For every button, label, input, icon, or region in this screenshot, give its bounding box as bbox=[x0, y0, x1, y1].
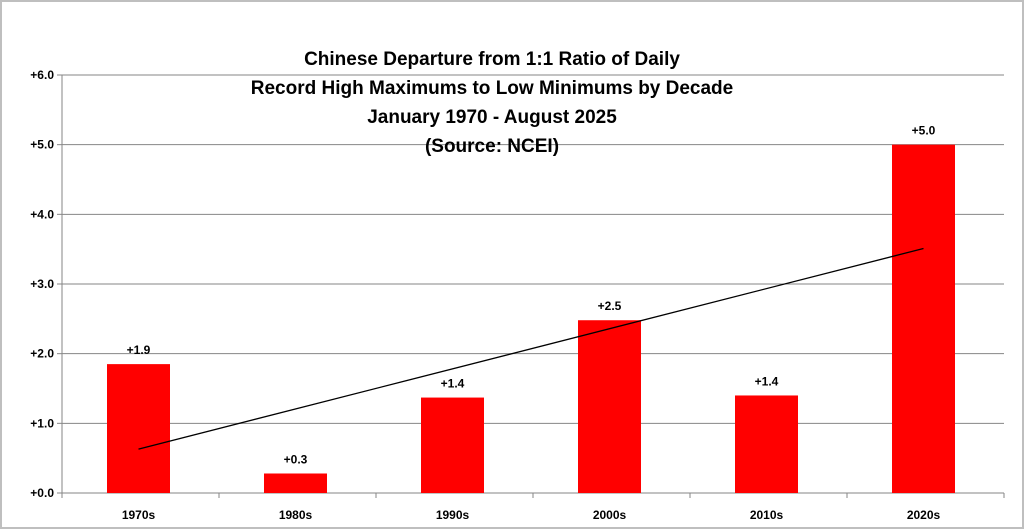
gridlines bbox=[62, 74, 1004, 424]
data-label: +5.0 bbox=[912, 124, 936, 138]
axes bbox=[57, 74, 1005, 498]
data-label: +1.4 bbox=[755, 374, 779, 388]
y-tick-label: +6.0 bbox=[30, 68, 54, 82]
x-tick-label: 1980s bbox=[279, 508, 313, 522]
bar-2010s bbox=[735, 395, 798, 493]
data-label: +1.9 bbox=[127, 343, 151, 357]
chart-title: Chinese Departure from 1:1 Ratio of Dail… bbox=[251, 49, 733, 157]
bars bbox=[107, 144, 955, 493]
bar-2000s bbox=[578, 320, 641, 493]
x-tick-label: 2020s bbox=[907, 508, 941, 522]
chart-title-line: Chinese Departure from 1:1 Ratio of Dail… bbox=[304, 49, 680, 70]
x-tick-label: 1990s bbox=[436, 508, 470, 522]
data-label: +0.3 bbox=[284, 452, 308, 466]
chart-title-line: January 1970 - August 2025 bbox=[367, 107, 617, 128]
chart-title-line: (Source: NCEI) bbox=[425, 136, 559, 157]
y-tick-label: +1.0 bbox=[30, 416, 54, 430]
y-tick-label: +3.0 bbox=[30, 277, 54, 291]
y-tick-label: +0.0 bbox=[30, 486, 54, 500]
data-label: +2.5 bbox=[598, 299, 622, 313]
bar-2020s bbox=[892, 144, 955, 493]
y-tick-label: +2.0 bbox=[30, 347, 54, 361]
chart-title-line: Record High Maximums to Low Minimums by … bbox=[251, 78, 733, 99]
trendline-group bbox=[138, 247, 924, 450]
data-labels: +1.9 +0.3 +1.4 +2.5 +1.4 +5.0 bbox=[127, 124, 936, 467]
x-tick-label: 1970s bbox=[122, 508, 156, 522]
bar-1970s bbox=[107, 364, 170, 493]
tick-labels: +0.0 +1.0 +2.0 +3.0 +4.0 +5.0 +6.0 1970s 1980s 19… bbox=[30, 68, 940, 522]
y-tick-label: +5.0 bbox=[30, 138, 54, 152]
bar-1990s bbox=[421, 397, 484, 493]
y-tick-label: +4.0 bbox=[30, 207, 54, 221]
data-label: +1.4 bbox=[441, 377, 465, 391]
trendline bbox=[138, 247, 924, 450]
bar-1980s bbox=[264, 473, 327, 493]
x-tick-label: 2000s bbox=[593, 508, 627, 522]
x-tick-label: 2010s bbox=[750, 508, 784, 522]
